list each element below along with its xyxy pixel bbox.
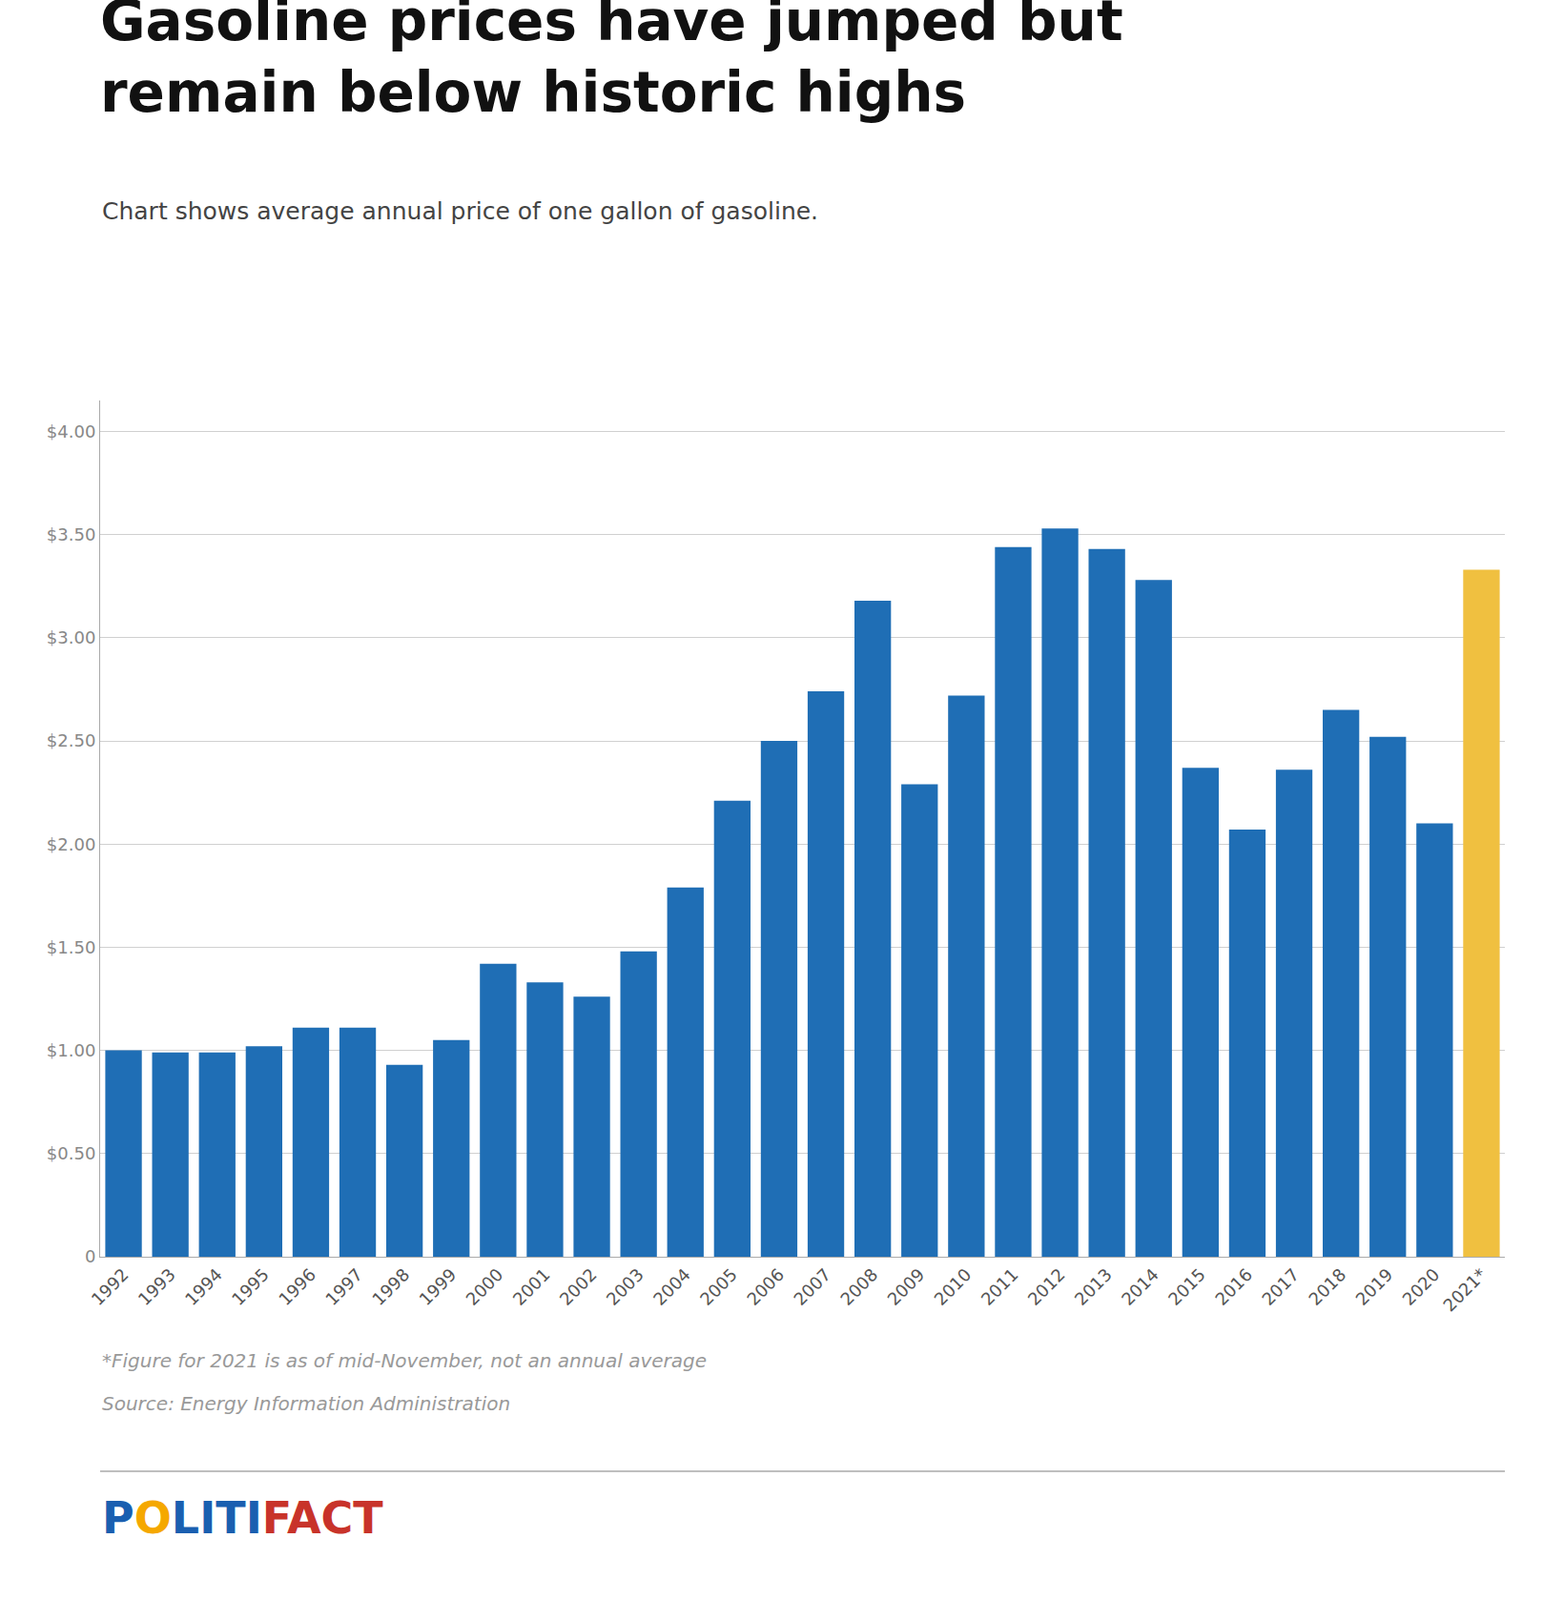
svg-text:2010: 2010 — [929, 1264, 975, 1310]
svg-text:2001: 2001 — [508, 1264, 554, 1310]
svg-text:2002: 2002 — [555, 1264, 600, 1310]
svg-text:$4.00: $4.00 — [46, 421, 97, 442]
svg-text:2014: 2014 — [1117, 1264, 1163, 1310]
svg-text:2019: 2019 — [1351, 1264, 1397, 1310]
svg-text:0: 0 — [84, 1246, 96, 1267]
svg-text:$1.00: $1.00 — [46, 1040, 97, 1061]
svg-text:1996: 1996 — [274, 1264, 320, 1310]
svg-text:$2.50: $2.50 — [46, 730, 97, 751]
svg-text:2011: 2011 — [976, 1264, 1022, 1310]
svg-text:Chart shows average annual pri: Chart shows average annual price of one … — [102, 197, 819, 226]
svg-text:2009: 2009 — [883, 1264, 928, 1310]
svg-text:1994: 1994 — [181, 1264, 227, 1310]
svg-text:Gasoline prices have jumped bu: Gasoline prices have jumped butremain be… — [100, 0, 1124, 125]
svg-text:$0.50: $0.50 — [46, 1143, 97, 1164]
svg-text:2005: 2005 — [696, 1264, 741, 1310]
svg-text:2007: 2007 — [789, 1264, 835, 1310]
svg-text:1998: 1998 — [368, 1264, 413, 1310]
svg-text:2021*: 2021* — [1439, 1264, 1491, 1317]
svg-text:2004: 2004 — [649, 1264, 695, 1310]
svg-text:$2.00: $2.00 — [46, 834, 97, 855]
svg-text:2020: 2020 — [1398, 1264, 1443, 1310]
svg-text:2008: 2008 — [836, 1264, 882, 1310]
svg-text:2013: 2013 — [1070, 1264, 1116, 1310]
svg-text:2006: 2006 — [742, 1264, 788, 1310]
svg-text:2016: 2016 — [1211, 1264, 1256, 1310]
svg-text:1997: 1997 — [321, 1264, 367, 1310]
svg-text:2003: 2003 — [602, 1264, 648, 1310]
svg-text:*Figure for 2021 is as of mid-: *Figure for 2021 is as of mid-November, … — [102, 1349, 707, 1373]
svg-text:$1.50: $1.50 — [46, 937, 97, 958]
svg-text:1995: 1995 — [227, 1264, 273, 1310]
svg-text:2017: 2017 — [1257, 1264, 1303, 1310]
svg-text:1999: 1999 — [414, 1264, 460, 1310]
svg-text:2018: 2018 — [1304, 1264, 1350, 1310]
svg-text:POLITIFACT: POLITIFACT — [102, 1492, 384, 1544]
svg-text:1993: 1993 — [134, 1264, 180, 1310]
svg-text:$3.50: $3.50 — [46, 524, 97, 545]
svg-text:1992: 1992 — [86, 1264, 132, 1310]
svg-text:2000: 2000 — [461, 1264, 507, 1310]
svg-text:$3.00: $3.00 — [46, 627, 97, 648]
svg-text:Source: Energy Information Adm: Source: Energy Information Administratio… — [102, 1392, 511, 1416]
svg-text:2015: 2015 — [1164, 1264, 1210, 1310]
svg-text:2012: 2012 — [1023, 1264, 1069, 1310]
